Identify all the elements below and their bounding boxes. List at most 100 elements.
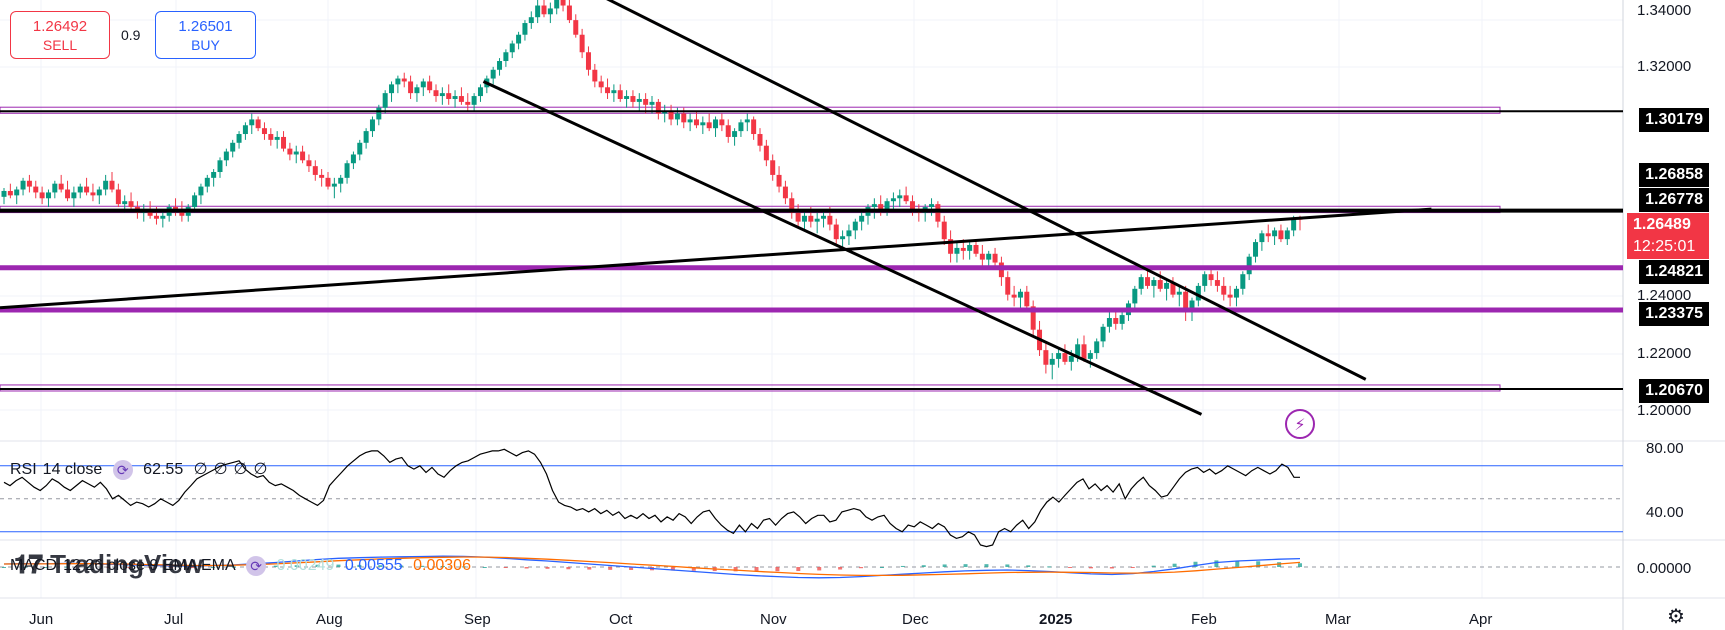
macd-name: MACD xyxy=(10,557,58,575)
price-tag: 1.20670 xyxy=(1639,379,1709,403)
macd-histogram-bar xyxy=(461,566,466,568)
candle-body xyxy=(979,253,985,260)
candle-body xyxy=(331,183,337,187)
candle-body xyxy=(52,183,58,193)
settings-icon[interactable]: ⟳ xyxy=(246,556,267,576)
candle-body xyxy=(96,189,102,196)
candle-body xyxy=(1132,288,1138,304)
candle-body xyxy=(350,154,356,164)
candle-body xyxy=(522,23,528,35)
candle-body xyxy=(306,160,312,167)
candle-body xyxy=(1176,291,1182,295)
candle-body xyxy=(585,52,591,70)
macd-histogram-bar xyxy=(1298,563,1302,567)
macd-histogram-bar xyxy=(1235,560,1240,567)
candle-body xyxy=(236,134,242,143)
candle-body xyxy=(242,125,248,135)
trendline xyxy=(0,207,1432,310)
candle-body xyxy=(687,119,693,123)
candle-body xyxy=(770,160,776,175)
sell-label: SELL xyxy=(42,37,78,53)
sell-price: 1.26492 xyxy=(32,18,88,35)
settings-gear-icon[interactable]: ⚙ xyxy=(1667,606,1685,628)
candle-body xyxy=(649,101,655,105)
candle-body xyxy=(903,195,909,202)
macd-histogram-bar xyxy=(1005,564,1010,567)
candle-body xyxy=(566,5,572,21)
candle-body xyxy=(751,119,757,135)
candle-body xyxy=(471,96,477,105)
candle-body xyxy=(719,119,725,126)
macd-histogram-bar xyxy=(85,566,90,568)
candle-body xyxy=(433,90,439,97)
candle-body xyxy=(859,215,865,222)
candle-body xyxy=(122,201,128,205)
x-tick-label: Dec xyxy=(902,611,929,628)
candle-body xyxy=(1017,291,1023,298)
candle-body xyxy=(369,119,375,132)
candle-body xyxy=(261,128,267,135)
candle-body xyxy=(821,215,827,219)
macd-histogram-bar xyxy=(921,565,926,567)
macd-histogram-bar xyxy=(231,566,236,568)
macd-histogram-bar xyxy=(1109,567,1114,569)
candle-body xyxy=(325,177,331,187)
x-tick-label: Jun xyxy=(29,611,54,628)
sell-button[interactable]: 1.26492 SELL xyxy=(10,11,110,59)
candle-body xyxy=(1157,280,1163,289)
rsi-extra: ∅ xyxy=(213,461,228,478)
candle-body xyxy=(58,183,64,190)
candle-body xyxy=(871,204,877,208)
candle-body xyxy=(1075,344,1081,356)
macd-histogram-bar xyxy=(900,565,905,567)
candle-body xyxy=(1214,280,1220,286)
candle-body xyxy=(960,247,966,251)
rsi-legend[interactable]: RSI 14 close ⟳ 62.55 ∅ ∅ ∅ ∅ xyxy=(10,459,273,480)
candle-body xyxy=(344,163,350,178)
macd-histogram-bar xyxy=(315,564,320,567)
candle-body xyxy=(528,17,534,24)
candle-body xyxy=(617,90,623,99)
rsi-extra: ∅ xyxy=(233,461,248,478)
macd-histogram-bar xyxy=(1026,565,1031,567)
candle-body xyxy=(1151,280,1157,286)
macd-legend[interactable]: MACD 12 26 close 9 EMA EMA ⟳ 0.00249 0.00… xyxy=(10,556,477,576)
bar-countdown: 12:25:01 xyxy=(1633,238,1696,255)
candle-body xyxy=(954,247,960,254)
buy-price: 1.26501 xyxy=(178,18,233,35)
candle-body xyxy=(465,101,471,105)
candle-body xyxy=(1,190,7,197)
candle-body xyxy=(439,93,445,97)
candle-body xyxy=(71,192,77,199)
candle-body xyxy=(1056,353,1062,359)
macd-histogram-bar xyxy=(127,567,132,568)
candle-body xyxy=(452,96,458,99)
candle-body xyxy=(1087,353,1093,359)
buy-button[interactable]: 1.26501 BUY xyxy=(155,11,256,59)
macd-histogram-bar xyxy=(942,564,947,567)
settings-icon[interactable]: ⟳ xyxy=(112,459,133,480)
candle-body xyxy=(477,87,483,97)
lightning-icon: ⚡ xyxy=(1294,415,1305,434)
candle-body xyxy=(1183,291,1189,313)
macd-histogram-bar xyxy=(817,567,822,571)
candle-body xyxy=(1291,218,1297,231)
candle-body xyxy=(789,198,795,213)
last-price: 1.26489 xyxy=(1633,216,1691,233)
price-tick: 1.20000 xyxy=(1637,402,1692,419)
candle-body xyxy=(1138,277,1144,289)
candle-body xyxy=(909,201,915,210)
trendline xyxy=(482,80,1203,416)
candle-body xyxy=(935,204,941,222)
x-tick-label: Aug xyxy=(316,611,343,628)
macd-histogram-bar xyxy=(211,567,216,568)
candle-body xyxy=(1253,242,1259,257)
candle-body xyxy=(763,145,769,161)
candle-body xyxy=(1005,277,1011,295)
candle-body xyxy=(516,34,522,44)
price-tick: 1.24000 xyxy=(1637,287,1692,304)
macd-histogram-bar xyxy=(796,567,801,572)
candle-body xyxy=(230,142,236,152)
rsi-tick: 40.00 xyxy=(1646,504,1684,521)
